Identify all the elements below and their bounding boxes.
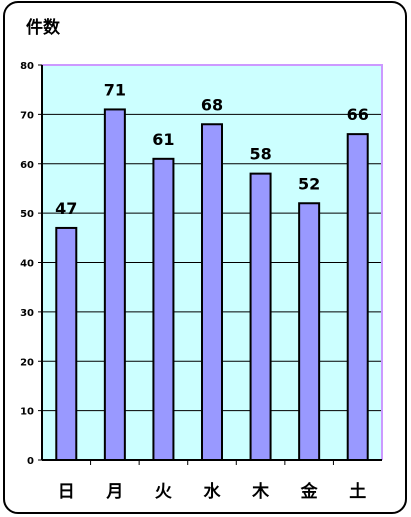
x-tick-label: 月 <box>105 482 123 502</box>
bar <box>346 133 369 461</box>
data-label: 47 <box>55 199 77 218</box>
x-tick-label: 火 <box>155 482 173 502</box>
y-axis-label: 件数 <box>26 17 61 38</box>
bar <box>249 172 272 461</box>
y-tick-label: 50 <box>20 209 34 220</box>
y-tick-label: 70 <box>20 110 34 121</box>
bar <box>201 123 223 461</box>
data-label: 58 <box>249 145 271 164</box>
bar <box>298 202 321 461</box>
y-tick-label: 60 <box>20 160 34 171</box>
data-label: 68 <box>201 95 223 114</box>
x-tick-label: 日 <box>58 482 75 502</box>
y-tick-label: 10 <box>20 407 34 418</box>
data-labels: 47 71 61 68 58 52 66 <box>55 80 369 218</box>
y-tick-label: 20 <box>20 357 34 368</box>
data-label: 61 <box>152 130 174 149</box>
x-tick-label: 土 <box>349 481 366 502</box>
y-tick-label: 30 <box>20 308 34 319</box>
x-tick-label: 金 <box>300 481 319 502</box>
bar <box>103 108 126 461</box>
y-tick-label: 40 <box>20 259 34 270</box>
bar <box>152 157 175 461</box>
x-tick-label: 水 <box>204 481 222 502</box>
x-tick-label: 木 <box>251 481 270 502</box>
y-tick-label: 0 <box>27 456 34 467</box>
data-label: 52 <box>298 174 320 193</box>
data-label: 71 <box>104 80 126 99</box>
plot-border <box>42 64 383 460</box>
data-label: 66 <box>347 105 369 124</box>
bar <box>55 226 78 461</box>
x-ticks: 日月火水木金土 <box>58 460 366 502</box>
y-tick-label: 80 <box>20 61 34 72</box>
y-ticks: 0 10 20 30 40 50 60 70 80 <box>20 61 42 467</box>
